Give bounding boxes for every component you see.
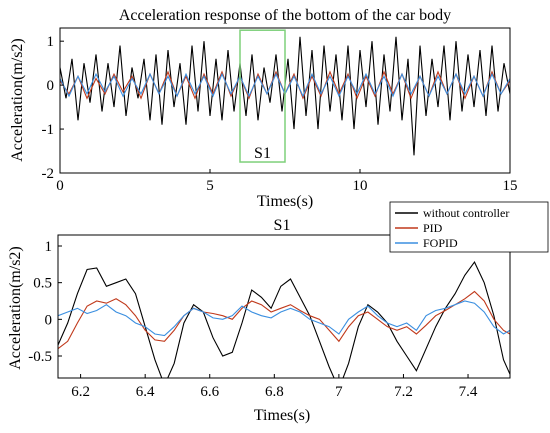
chart-bottom: S1 6.2 6.4 6.6 6.8 7 7.2 7.4 1 0.5 0 -0.5 Times(s)… [7, 217, 511, 424]
chart-top-xtick-label: 5 [206, 178, 214, 194]
chart-top-ylabel: Acceleration(m/s2) [9, 38, 26, 162]
chart-top-ytick-label: 1 [47, 34, 55, 50]
chart-top-plot: S1 [60, 29, 510, 163]
chart-bottom-xtick-label: 6.2 [71, 384, 90, 400]
chart-bottom-ytick-label: -0.5 [28, 349, 52, 365]
chart-bottom-ytick-label: 0.5 [33, 276, 52, 292]
chart-top-ytick-label: -1 [42, 122, 55, 138]
annotation-s1-box [239, 29, 286, 163]
legend-label-without-controller: without controller [423, 206, 509, 220]
chart-top-xtick-label: 10 [353, 178, 368, 194]
legend-label-fopid: FOPID [423, 236, 458, 250]
chart-bottom-title: S1 [274, 217, 291, 234]
chart-top-xtick-label: 0 [56, 178, 64, 194]
chart-bottom-series-pid [58, 290, 510, 350]
chart-top-ytick-label: -2 [42, 166, 55, 182]
chart-bottom-series-without-controller [58, 261, 510, 378]
chart-bottom-ytick-label: 1 [45, 239, 53, 255]
chart-bottom-xtick-label: 6.4 [136, 384, 155, 400]
chart-top: Acceleration response of the bottom of t… [9, 7, 518, 210]
chart-bottom-xtick-label: 6.8 [265, 384, 284, 400]
legend-label-pid: PID [423, 221, 443, 235]
chart-bottom-xtick-label: 6.6 [200, 384, 219, 400]
chart-top-xlabel: Times(s) [257, 193, 313, 210]
legend: without controller PID FOPID [389, 201, 549, 253]
chart-top-xtick-label: 15 [503, 178, 518, 194]
chart-bottom-xtick-label: 7.4 [459, 384, 478, 400]
chart-bottom-axes-box [57, 234, 511, 379]
chart-bottom-ylabel: Acceleration(m/s2) [7, 246, 24, 370]
chart-bottom-ticks: 6.2 6.4 6.6 6.8 7 7.2 7.4 1 0.5 0 -0.5 [28, 239, 478, 400]
chart-bottom-xtick-label: 7.2 [394, 384, 413, 400]
chart-bottom-xtick-label: 7 [335, 384, 343, 400]
chart-top-ytick-label: 0 [47, 78, 55, 94]
chart-bottom-ytick-label: 0 [45, 312, 53, 328]
chart-top-title: Acceleration response of the bottom of t… [119, 7, 451, 24]
annotation-s1-label: S1 [254, 145, 271, 162]
chart-bottom-plot [58, 261, 510, 378]
chart-bottom-series-fopid [58, 300, 510, 337]
chart-bottom-xlabel: Times(s) [254, 407, 310, 424]
chart-top-axes-box [59, 27, 511, 174]
